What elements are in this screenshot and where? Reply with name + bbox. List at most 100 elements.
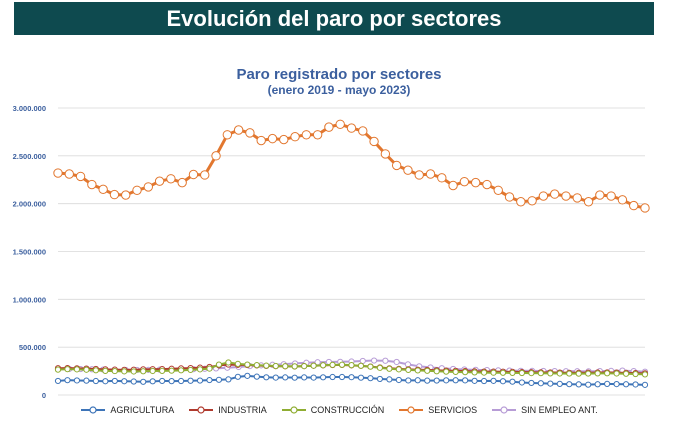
data-point [211,151,221,161]
data-point [604,370,611,377]
data-point [301,130,312,140]
data-point [382,357,389,364]
data-point [111,377,118,385]
data-point [575,370,582,377]
legend-item: SIN EMPLEO ANT. [491,405,598,415]
data-point [404,361,412,368]
legend-swatch [399,406,424,414]
data-point [177,367,185,374]
data-point [64,366,71,373]
legend-swatch [281,406,306,414]
data-point [166,174,176,184]
data-point [556,370,563,377]
data-point [329,373,336,381]
banner-title: Evolución del paro por sectores [14,2,654,35]
data-point [575,381,582,388]
data-point [109,189,120,200]
data-point [358,126,368,136]
data-point [414,377,421,384]
data-point [282,374,289,381]
y-tick-label: 1.500.000 [13,248,46,257]
data-point [527,196,537,206]
data-point [433,377,440,384]
data-point [516,197,526,207]
data-point [490,377,497,384]
data-point [405,377,412,384]
data-point [233,125,244,135]
data-point [245,128,255,138]
data-point [200,170,210,180]
data-point [595,190,605,200]
data-point [369,136,379,147]
data-point [253,362,260,369]
chart-subtitle: (enero 2019 - mayo 2023) [267,83,411,97]
data-point [424,367,431,374]
data-point [335,119,345,129]
data-point [121,190,131,200]
data-point [234,373,241,380]
data-point [215,376,223,383]
data-point [640,203,650,213]
legend-item: CONSTRUCCIÓN [281,405,384,415]
data-point [149,378,156,385]
data-point [132,185,142,195]
data-point [424,377,431,384]
data-point [452,377,459,384]
data-point [443,377,450,384]
data-point [606,191,616,201]
data-point [312,130,323,140]
data-point [310,374,317,381]
legend-label: AGRICULTURA [110,405,175,415]
data-point [462,369,469,376]
data-point [272,374,279,381]
data-point [414,170,424,180]
data-point [537,380,544,387]
data-point [348,362,355,369]
data-point [452,368,459,376]
data-point [159,367,166,374]
data-point [154,176,165,186]
data-point [234,360,241,368]
data-point [443,368,450,375]
data-point [386,365,393,372]
data-point [641,381,649,388]
data-point [480,377,488,385]
data-point [547,370,554,377]
data-point [528,369,535,377]
data-point [64,169,74,179]
data-point [244,372,251,379]
data-point [357,362,365,369]
data-point [130,368,137,375]
data-point [632,381,639,388]
data-point [613,370,620,377]
data-point [73,366,81,373]
data-point [594,381,601,388]
data-point [301,374,308,381]
data-point [324,122,334,132]
data-point [462,377,469,384]
data-point [187,366,194,374]
data-point [206,376,213,384]
data-point [572,193,582,203]
data-point [102,378,109,385]
data-point [370,357,378,364]
data-point [206,365,213,372]
data-point [632,370,639,378]
data-point [459,176,470,187]
data-point [367,363,374,370]
data-point [414,367,421,374]
data-point [509,378,516,385]
data-point [102,367,109,374]
data-point [499,369,507,376]
y-tick-label: 2.000.000 [13,200,46,209]
data-point [177,377,185,385]
data-point [187,377,194,384]
data-point [391,160,402,171]
data-point [641,371,649,378]
data-point [348,374,355,381]
data-point [215,361,223,368]
data-point [338,361,346,368]
data-point [470,177,481,188]
data-point [168,378,175,385]
data-point [177,177,187,188]
